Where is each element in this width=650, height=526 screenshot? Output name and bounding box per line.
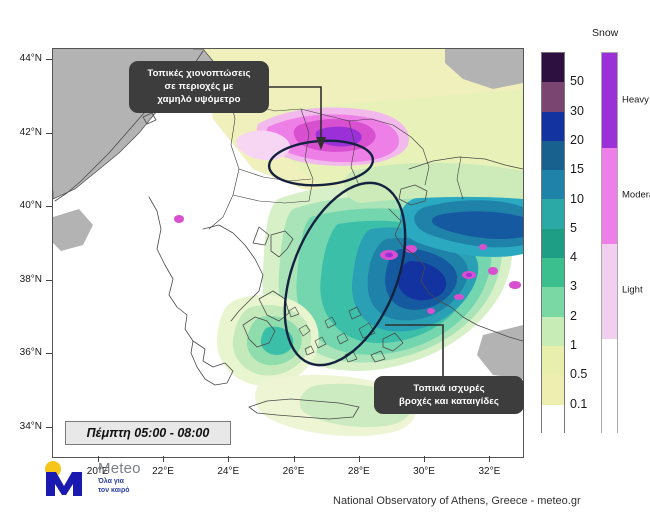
- colorbar-tick-label: 30: [570, 103, 584, 118]
- valid-period-badge: Πέμπτη 05:00 - 08:00: [65, 421, 231, 445]
- colorbar-segment: [542, 140, 564, 171]
- colorbar-segment: [542, 170, 564, 200]
- colorbar-segment: [542, 345, 564, 376]
- lon-tick-label: 26°E: [282, 466, 305, 477]
- map-canvas: [53, 49, 523, 457]
- snow-legend-segment: [602, 338, 617, 434]
- meteo-logo[interactable]: Meteo Όλα για τον καιρό: [40, 458, 190, 502]
- map-layers: [53, 49, 523, 457]
- colorbar-tick-label: 3: [570, 279, 577, 294]
- colorbar-tick-label: 5: [570, 220, 577, 235]
- colorbar-segment: [542, 316, 564, 346]
- colorbar-tick-label: 0.5: [570, 367, 588, 382]
- snow-legend-label: Heavy: [622, 94, 649, 106]
- colorbar-segment: [542, 287, 564, 317]
- colorbar-tick-label: 50: [570, 74, 584, 89]
- lat-tick-label: 38°N: [19, 273, 42, 285]
- snow-legend-label: Moderate: [622, 189, 650, 201]
- snow-legend-segment: [602, 243, 617, 339]
- colorbar-segment: [542, 258, 564, 288]
- meteo-logo-mark: [45, 461, 82, 496]
- lon-tick-label: 24°E: [217, 466, 240, 477]
- lon-tick-label: 28°E: [347, 466, 370, 477]
- colorbar-tick-label: 1: [570, 338, 577, 353]
- source-credit: National Observatory of Athens, Greece -…: [333, 495, 581, 507]
- precipitation-colorbar: [541, 52, 565, 434]
- precip-field: [174, 49, 523, 437]
- colorbar-tick-label: 2: [570, 308, 577, 323]
- snow-legend-label: Light: [622, 284, 643, 296]
- snow-legend-title: Snow: [592, 27, 619, 39]
- lat-tick-label: 36°N: [19, 347, 42, 359]
- colorbar-segment: [542, 404, 564, 434]
- colorbar-segment: [542, 199, 564, 229]
- snow-legend-segment: [602, 148, 617, 244]
- rain-callout-connector: [385, 324, 444, 379]
- colorbar-segment: [542, 53, 564, 83]
- colorbar-segment: [542, 228, 564, 259]
- lat-tick-label: 34°N: [19, 420, 42, 432]
- colorbar-tick-label: 10: [570, 191, 584, 206]
- lat-tick-label: 40°N: [19, 200, 42, 212]
- snow-arrowhead: [316, 137, 326, 150]
- snow-legend-bar: [601, 52, 618, 434]
- rain-annotation-callout: Τοπικά ισχυρές βροχές και καταιγίδες: [374, 376, 524, 415]
- m-letter-icon: [46, 472, 82, 496]
- meteo-tagline: Όλα για τον καιρό: [98, 478, 130, 494]
- snow-legend-segment: [602, 53, 617, 149]
- lon-tick-label: 32°E: [478, 466, 501, 477]
- colorbar-segment: [542, 82, 564, 112]
- colorbar-tick-label: 15: [570, 162, 584, 177]
- colorbar-tick-label: 0.1: [570, 396, 588, 411]
- precipitation-map[interactable]: [52, 48, 524, 458]
- meteo-logo-text: Meteo Όλα για τον καιρό: [98, 460, 141, 495]
- colorbar-tick-label: 20: [570, 132, 584, 147]
- lat-tick-label: 42°N: [19, 126, 42, 138]
- lat-tick-label: 44°N: [19, 53, 42, 65]
- connector-arrowheads: [316, 137, 326, 150]
- rain-region-ellipse: [283, 181, 407, 367]
- lon-tick-label: 30°E: [413, 466, 435, 477]
- colorbar-segment: [542, 111, 564, 141]
- meteo-brand-name: Meteo: [98, 460, 141, 477]
- snow-annotation-callout: Τοπικές χιονοπτώσεις σε περιοχές με χαμη…: [129, 61, 269, 113]
- colorbar-segment: [542, 375, 564, 405]
- colorbar-tick-label: 4: [570, 250, 577, 265]
